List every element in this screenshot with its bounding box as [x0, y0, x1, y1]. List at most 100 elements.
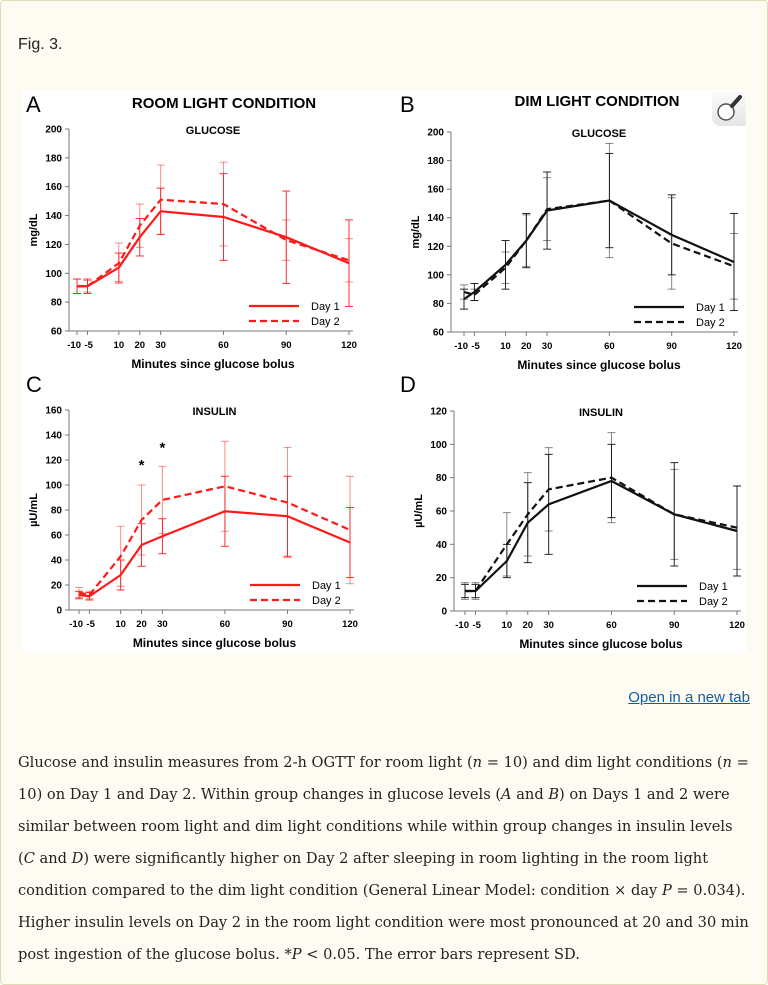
caption-italic: n	[472, 754, 483, 771]
y-tick-label: 80	[436, 473, 448, 484]
y-tick-label: 60	[51, 531, 63, 542]
x-tick-label: 90	[281, 340, 292, 351]
legend-label: Day 2	[696, 317, 725, 329]
y-tick-label: 120	[427, 242, 444, 253]
chart-subtitle: INSULIN	[579, 407, 623, 419]
y-tick-label: 80	[51, 298, 63, 309]
y-axis-label: µU/mL	[28, 493, 40, 527]
y-tick-label: 120	[45, 456, 62, 467]
x-tick-label: 60	[220, 619, 231, 630]
y-tick-label: 0	[441, 607, 447, 618]
y-tick-label: 40	[436, 540, 448, 551]
x-tick-label: 60	[218, 340, 229, 351]
caption-text: ) on Days 1 and 2 were similar between r…	[18, 786, 733, 867]
x-tick-label: 60	[606, 620, 617, 631]
caption-italic: P	[661, 882, 672, 899]
legend-label: Day 2	[699, 596, 728, 608]
x-tick-label: 90	[669, 620, 680, 631]
x-tick-label: 30	[543, 620, 554, 631]
chart-subtitle: GLUCOSE	[572, 128, 626, 140]
y-tick-label: 160	[427, 185, 444, 196]
series-day-2	[75, 440, 354, 600]
series-line	[78, 485, 351, 597]
y-tick-label: 140	[427, 213, 444, 224]
x-axis-label: Minutes since glucose bolus	[519, 637, 683, 651]
x-tick-label: 60	[604, 341, 615, 352]
series-day-1	[73, 173, 353, 307]
x-tick-label: 30	[155, 340, 166, 351]
zoom-figure-button[interactable]	[712, 92, 746, 126]
y-tick-label: 60	[51, 327, 63, 338]
y-tick-label: 40	[51, 556, 63, 567]
series-day-2	[73, 161, 353, 294]
y-tick-label: 120	[430, 407, 447, 418]
legend-label: Day 2	[312, 595, 341, 607]
series-line	[463, 199, 735, 301]
x-tick-label: 10	[500, 341, 511, 352]
figure-charts: A ROOM LIGHT CONDITION GLUCOSE Minutes sinc…	[26, 92, 745, 651]
x-tick-label: -10	[67, 340, 81, 351]
chart-subtitle: GLUCOSE	[186, 125, 240, 137]
panel-c: C INSULIN Minutes since glucose bolus µU/mL…	[26, 372, 358, 650]
series-line	[77, 210, 350, 288]
y-tick-label: 60	[436, 507, 448, 518]
y-tick-label: 20	[436, 573, 448, 584]
caption-italic: D	[71, 850, 84, 867]
panel-letter: B	[400, 92, 415, 117]
y-tick-label: 200	[427, 128, 444, 139]
x-tick-label: 20	[521, 341, 532, 352]
caption-text: and	[511, 786, 549, 803]
caption-text: < 0.05. The error bars represent SD.	[301, 946, 580, 963]
series-day-1	[461, 443, 741, 599]
series-line	[77, 198, 350, 288]
series-line	[465, 476, 738, 593]
series-day-2	[460, 142, 738, 302]
y-tick-label: 20	[51, 581, 63, 592]
y-tick-label: 180	[45, 153, 62, 164]
caption-text: = 10) and dim light conditions (	[482, 754, 723, 771]
x-axis-label: Minutes since glucose bolus	[517, 358, 681, 372]
caption-italic: n	[722, 754, 732, 771]
caption-italic: A	[501, 786, 512, 803]
y-tick-label: 100	[430, 440, 447, 451]
figure-label: Fig. 3.	[18, 36, 63, 53]
y-tick-label: 100	[45, 481, 62, 492]
x-tick-label: 30	[542, 341, 553, 352]
x-tick-label: -5	[84, 340, 93, 351]
x-tick-label: 30	[157, 619, 168, 630]
x-tick-label: -5	[472, 620, 481, 631]
y-axis-label: µU/mL	[413, 494, 425, 528]
y-tick-label: 0	[56, 606, 62, 617]
caption-text: = 10) on Day 1 and Day 2. Within group c…	[18, 754, 749, 803]
x-tick-label: -5	[471, 341, 480, 352]
x-tick-label: 120	[726, 341, 742, 352]
caption-text: and	[34, 850, 72, 867]
panel-letter: A	[26, 92, 41, 117]
legend-label: Day 1	[699, 581, 728, 593]
x-tick-label: -10	[69, 619, 83, 630]
open-in-new-tab-link[interactable]: Open in a new tab	[628, 689, 750, 706]
y-tick-label: 160	[45, 182, 62, 193]
x-tick-label: 10	[502, 620, 513, 631]
x-tick-label: 90	[666, 341, 677, 352]
caption-italic: B	[548, 786, 560, 803]
x-tick-label: 120	[342, 619, 358, 630]
panel-letter: D	[400, 372, 416, 397]
panel-d: D INSULIN Minutes since glucose bolus µU/mL…	[400, 372, 745, 651]
x-tick-label: 120	[729, 620, 745, 631]
caption-text: ) were significantly higher on Day 2 aft…	[18, 850, 709, 899]
x-tick-label: -5	[86, 619, 95, 630]
magnifier-icon	[717, 95, 742, 121]
y-tick-label: 140	[45, 211, 62, 222]
caption-italic: C	[23, 850, 35, 867]
panel-b: B DIM LIGHT CONDITION GLUCOSE Minutes since…	[400, 92, 742, 372]
series-day-1	[460, 152, 738, 312]
y-tick-label: 60	[433, 328, 445, 339]
x-axis-label: Minutes since glucose bolus	[133, 636, 297, 650]
y-tick-label: 200	[45, 125, 62, 136]
x-tick-label: -10	[454, 341, 468, 352]
significance-asterisk: *	[139, 457, 145, 474]
x-tick-label: 20	[134, 340, 145, 351]
panel-letter: C	[26, 372, 42, 397]
caption-text: Glucose and insulin measures from 2-h OG…	[18, 754, 473, 771]
